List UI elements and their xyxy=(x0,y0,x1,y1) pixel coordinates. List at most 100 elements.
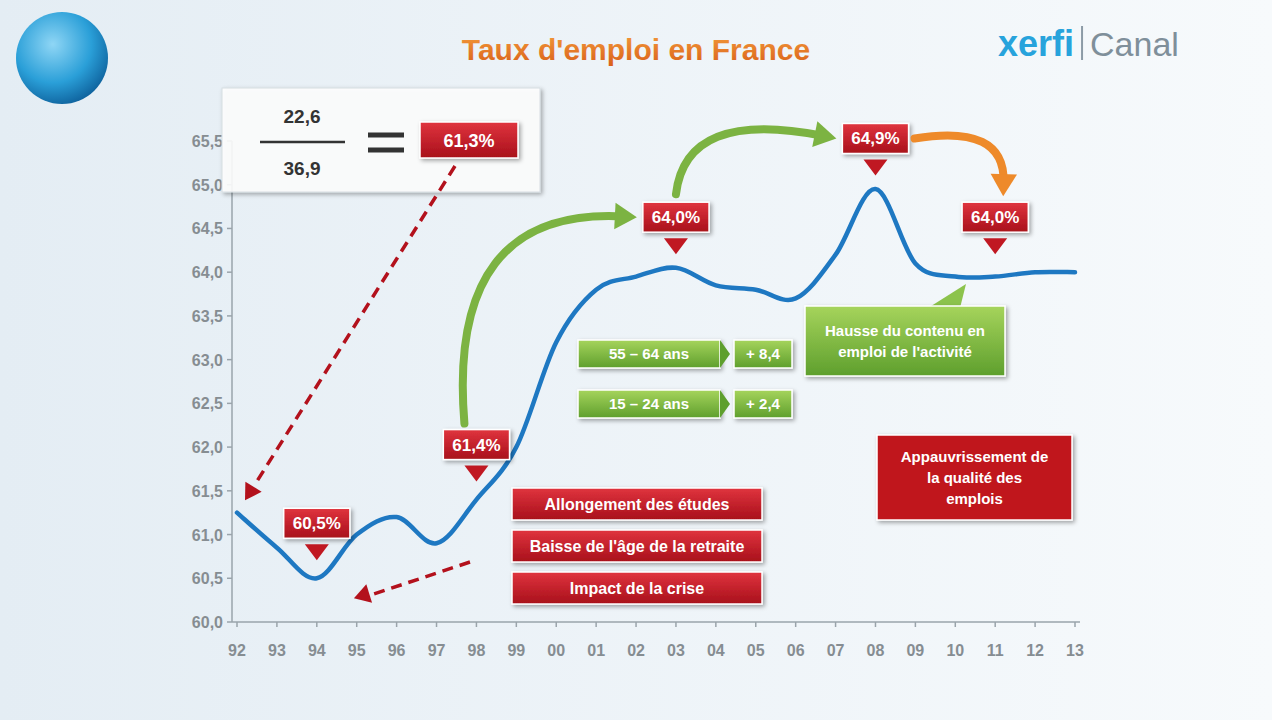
age-box xyxy=(578,340,720,368)
change-label: + 8,4 xyxy=(746,345,780,362)
series-line xyxy=(237,189,1075,578)
ratio-panel xyxy=(222,88,540,192)
ratio-denominator: 36,9 xyxy=(284,158,321,179)
y-tick xyxy=(227,578,232,580)
x-tick xyxy=(316,622,318,627)
x-tick xyxy=(875,622,877,627)
x-tick-label: 09 xyxy=(906,642,924,659)
callout-label: 60,5% xyxy=(293,514,341,533)
age-label: 55 – 64 ans xyxy=(609,345,689,362)
x-tick xyxy=(396,622,398,627)
swoosh-arrow xyxy=(915,135,1004,182)
logo-globe xyxy=(16,12,108,104)
fraction-bar xyxy=(260,141,345,144)
x-tick-label: 11 xyxy=(987,642,1004,659)
x-tick xyxy=(276,622,278,627)
x-tick xyxy=(915,622,917,627)
x-tick xyxy=(715,622,717,627)
x-tick xyxy=(755,622,757,627)
red-note: Appauvrissement dela qualité desemplois xyxy=(901,448,1049,507)
swoosh-head xyxy=(614,203,637,229)
x-tick-label: 97 xyxy=(428,642,446,659)
callout-box xyxy=(842,123,908,153)
x-tick xyxy=(476,622,478,627)
y-tick xyxy=(227,534,232,536)
change-box xyxy=(734,340,792,368)
age-box xyxy=(578,390,720,418)
y-tick xyxy=(227,315,232,317)
x-tick xyxy=(955,622,957,627)
x-tick-label: 93 xyxy=(268,642,286,659)
x-tick xyxy=(994,622,996,627)
y-tick-label: 64,0 xyxy=(192,264,223,281)
cause-label: Baisse de l'âge de la retraite xyxy=(530,538,745,555)
x-tick-label: 99 xyxy=(507,642,525,659)
x-tick xyxy=(795,622,797,627)
callout-box xyxy=(962,202,1028,232)
callout-label: 64,0% xyxy=(971,208,1019,227)
callout-pointer xyxy=(863,159,887,175)
age-label: 15 – 24 ans xyxy=(609,395,689,412)
callout-box xyxy=(643,202,709,232)
x-tick xyxy=(516,622,518,627)
background xyxy=(0,0,1272,720)
callout-pointer xyxy=(664,238,688,254)
x-tick-label: 06 xyxy=(787,642,805,659)
x-tick xyxy=(595,622,597,627)
x-tick-label: 95 xyxy=(348,642,366,659)
x-tick-label: 96 xyxy=(388,642,406,659)
age-chevron xyxy=(720,340,730,368)
ratio-result-box xyxy=(420,122,518,158)
text-line: Appauvrissement de xyxy=(901,448,1049,465)
callout-pointer xyxy=(305,544,329,560)
cause-box xyxy=(512,530,762,562)
equal-bar xyxy=(368,148,404,153)
x-tick-label: 05 xyxy=(747,642,765,659)
x-tick xyxy=(236,622,238,627)
y-tick-label: 63,5 xyxy=(192,308,223,325)
callout-pointer xyxy=(983,238,1007,254)
equal-bar xyxy=(368,133,404,138)
x-tick-label: 07 xyxy=(827,642,845,659)
callout-label: 64,0% xyxy=(652,208,700,227)
y-tick-label: 60,0 xyxy=(192,614,223,631)
x-tick-label: 04 xyxy=(707,642,725,659)
y-tick-label: 65,0 xyxy=(192,177,223,194)
change-label: + 2,4 xyxy=(746,395,780,412)
y-tick xyxy=(227,446,232,448)
x-tick xyxy=(1034,622,1036,627)
x-tick-label: 98 xyxy=(468,642,486,659)
text-line: emplois xyxy=(946,490,1003,507)
cause-box xyxy=(512,572,762,604)
y-tick-label: 62,0 xyxy=(192,439,223,456)
y-tick-label: 60,5 xyxy=(192,570,223,587)
x-tick-label: 94 xyxy=(308,642,326,659)
dashed-arrow xyxy=(364,562,470,597)
x-tick xyxy=(635,622,637,627)
note-pointer xyxy=(928,284,966,308)
x-tick xyxy=(436,622,438,627)
x-tick xyxy=(555,622,557,627)
y-tick xyxy=(227,271,232,273)
x-tick-label: 03 xyxy=(667,642,685,659)
x-tick-label: 02 xyxy=(627,642,645,659)
y-tick xyxy=(227,621,232,623)
dashed-arrow xyxy=(256,166,456,484)
y-tick-label: 61,5 xyxy=(192,483,223,500)
change-box xyxy=(734,390,792,418)
x-tick-label: 13 xyxy=(1066,642,1084,659)
text-line: Hausse du contenu en xyxy=(825,322,985,339)
y-tick xyxy=(227,490,232,492)
ratio-result: 61,3% xyxy=(443,131,494,151)
green-note-box xyxy=(805,306,1005,376)
red-note-box xyxy=(877,435,1072,520)
brand-name: xerfi xyxy=(998,23,1074,64)
y-tick xyxy=(227,228,232,230)
x-tick xyxy=(1074,622,1076,627)
y-tick-label: 65,5 xyxy=(192,133,223,150)
x-tick xyxy=(356,622,358,627)
cause-label: Allongement des études xyxy=(545,496,730,513)
x-tick-label: 08 xyxy=(867,642,885,659)
x-tick-label: 12 xyxy=(1026,642,1044,659)
callout-label: 61,4% xyxy=(452,436,500,455)
